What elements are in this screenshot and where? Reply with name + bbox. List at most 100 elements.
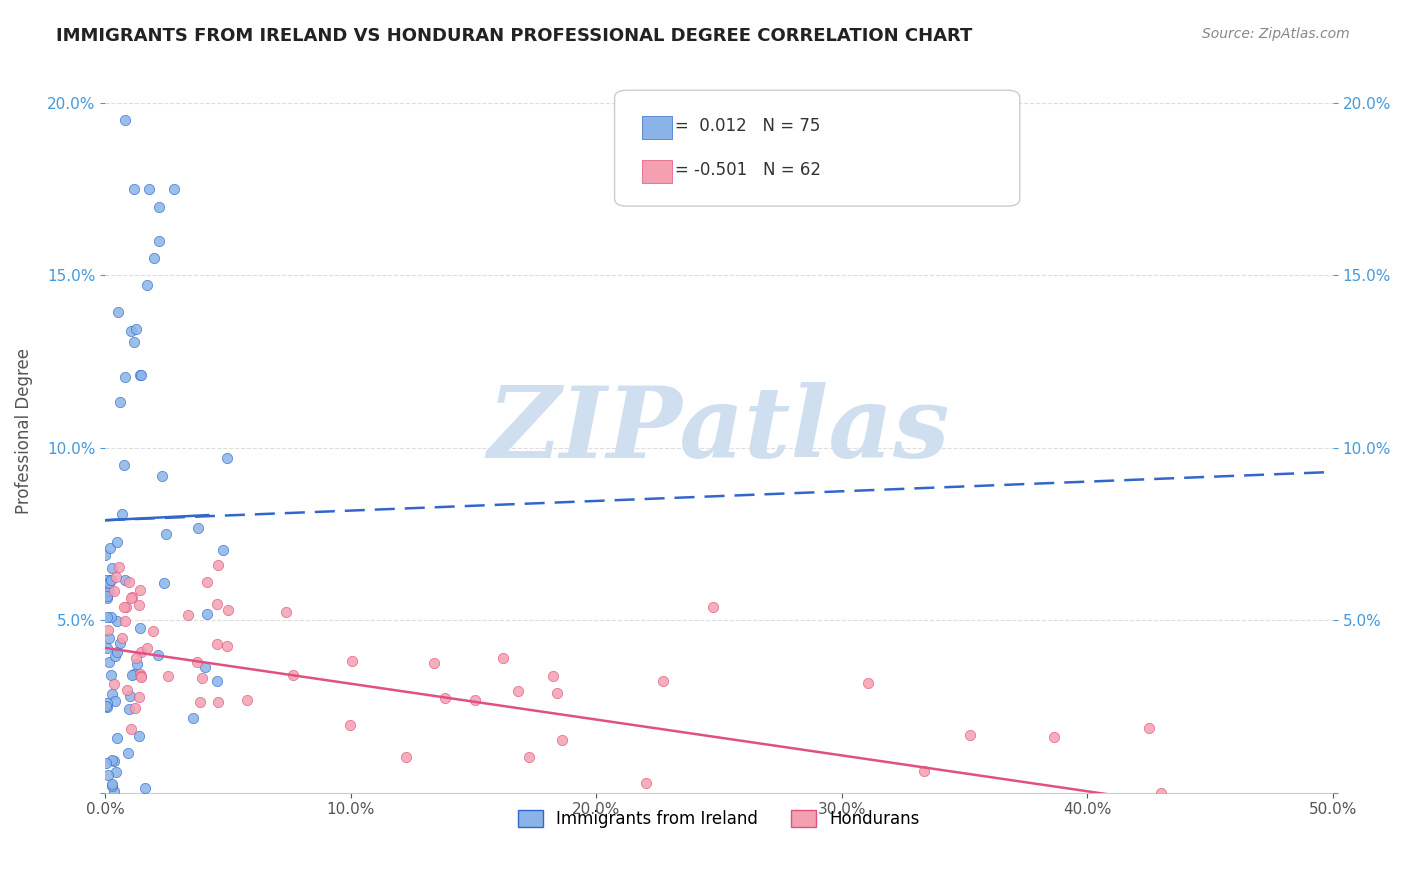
Text: ZIPatlas: ZIPatlas (488, 383, 950, 479)
Hondurans (190, 671, 212, 685)
Immigrants from Ireland (94, 548, 117, 562)
Hondurans (652, 674, 675, 689)
Immigrants from Ireland (114, 113, 136, 128)
Hondurans (205, 637, 228, 651)
Hondurans (129, 669, 152, 683)
Hondurans (103, 583, 125, 598)
Immigrants from Ireland (128, 729, 150, 743)
Hondurans (156, 669, 179, 683)
Immigrants from Ireland (129, 621, 152, 635)
Immigrants from Ireland (122, 667, 145, 681)
Immigrants from Ireland (96, 696, 118, 710)
Hondurans (508, 683, 530, 698)
Legend: Immigrants from Ireland, Hondurans: Immigrants from Ireland, Hondurans (512, 804, 927, 835)
Immigrants from Ireland (114, 370, 136, 384)
Bar (641, 116, 672, 139)
Immigrants from Ireland (205, 674, 228, 689)
Immigrants from Ireland (94, 756, 117, 770)
Immigrants from Ireland (97, 575, 120, 590)
Immigrants from Ireland (103, 754, 125, 768)
Hondurans (108, 559, 131, 574)
Hondurans (207, 695, 229, 709)
Immigrants from Ireland (101, 687, 124, 701)
Immigrants from Ireland (94, 698, 117, 713)
Hondurans (423, 657, 446, 671)
Immigrants from Ireland (121, 667, 143, 681)
Immigrants from Ireland (110, 636, 132, 650)
Hondurans (129, 670, 152, 684)
Hondurans (128, 598, 150, 612)
Immigrants from Ireland (114, 574, 136, 588)
Hondurans (125, 651, 148, 665)
Immigrants from Ireland (97, 656, 120, 670)
Immigrants from Ireland (96, 589, 118, 603)
Hondurans (142, 624, 165, 638)
Immigrants from Ireland (96, 699, 118, 714)
Immigrants from Ireland (118, 702, 141, 716)
Text: R = -0.501   N = 62: R = -0.501 N = 62 (658, 161, 821, 179)
Hondurans (103, 677, 125, 691)
Hondurans (111, 631, 134, 645)
Hondurans (492, 651, 515, 665)
Hondurans (97, 623, 120, 637)
Immigrants from Ireland (212, 543, 235, 558)
Hondurans (177, 607, 200, 622)
Hondurans (215, 639, 238, 653)
Immigrants from Ireland (96, 584, 118, 599)
Hondurans (207, 558, 229, 573)
Hondurans (546, 686, 568, 700)
Immigrants from Ireland (134, 781, 156, 796)
Hondurans (129, 582, 152, 597)
Hondurans (912, 764, 935, 779)
Immigrants from Ireland (122, 334, 145, 349)
Immigrants from Ireland (105, 614, 128, 628)
Hondurans (129, 645, 152, 659)
Immigrants from Ireland (96, 641, 118, 656)
Hondurans (517, 750, 540, 764)
Immigrants from Ireland (101, 560, 124, 574)
Hondurans (274, 605, 297, 619)
Immigrants from Ireland (138, 182, 160, 196)
Immigrants from Ireland (101, 779, 124, 793)
Immigrants from Ireland (105, 731, 128, 745)
Hondurans (464, 693, 486, 707)
Hondurans (1150, 786, 1173, 800)
Immigrants from Ireland (125, 322, 148, 336)
Immigrants from Ireland (94, 573, 117, 587)
Immigrants from Ireland (148, 234, 170, 248)
Hondurans (105, 570, 128, 584)
Immigrants from Ireland (194, 660, 217, 674)
Hondurans (188, 695, 211, 709)
Immigrants from Ireland (129, 368, 152, 382)
Hondurans (1042, 730, 1064, 744)
Text: Source: ZipAtlas.com: Source: ZipAtlas.com (1202, 27, 1350, 41)
Hondurans (128, 690, 150, 704)
Hondurans (117, 574, 139, 589)
Immigrants from Ireland (142, 252, 165, 266)
Bar (641, 160, 672, 183)
Immigrants from Ireland (100, 667, 122, 681)
Immigrants from Ireland (120, 324, 142, 338)
Immigrants from Ireland (118, 689, 141, 703)
Hondurans (551, 733, 574, 747)
Hondurans (636, 776, 658, 790)
Immigrants from Ireland (127, 657, 149, 671)
Hondurans (135, 640, 157, 655)
Text: IMMIGRANTS FROM IRELAND VS HONDURAN PROFESSIONAL DEGREE CORRELATION CHART: IMMIGRANTS FROM IRELAND VS HONDURAN PROF… (56, 27, 973, 45)
Immigrants from Ireland (96, 610, 118, 624)
Immigrants from Ireland (97, 768, 120, 782)
Immigrants from Ireland (217, 450, 239, 465)
Immigrants from Ireland (100, 573, 122, 587)
Hondurans (433, 691, 456, 706)
Hondurans (702, 599, 724, 614)
Hondurans (186, 655, 208, 669)
Immigrants from Ireland (96, 591, 118, 605)
Immigrants from Ireland (111, 507, 134, 521)
Immigrants from Ireland (117, 746, 139, 760)
Immigrants from Ireland (150, 468, 173, 483)
Immigrants from Ireland (97, 584, 120, 599)
Text: R =  0.012   N = 75: R = 0.012 N = 75 (658, 118, 820, 136)
FancyBboxPatch shape (614, 90, 1019, 206)
Immigrants from Ireland (181, 711, 204, 725)
Immigrants from Ireland (148, 201, 170, 215)
